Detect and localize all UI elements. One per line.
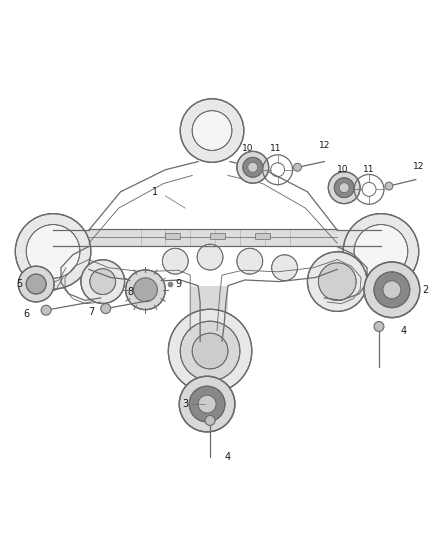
Circle shape xyxy=(307,252,367,311)
Text: 11: 11 xyxy=(363,165,375,174)
Polygon shape xyxy=(89,230,337,246)
Text: 12: 12 xyxy=(318,141,330,150)
Circle shape xyxy=(41,305,51,315)
Circle shape xyxy=(18,266,54,302)
Circle shape xyxy=(328,172,360,204)
Circle shape xyxy=(179,376,235,432)
Polygon shape xyxy=(61,230,89,269)
Text: 12: 12 xyxy=(413,162,424,171)
Circle shape xyxy=(192,333,228,369)
Circle shape xyxy=(385,182,393,190)
Circle shape xyxy=(198,395,216,413)
Circle shape xyxy=(26,274,46,294)
Circle shape xyxy=(318,263,356,301)
Circle shape xyxy=(248,163,258,172)
Circle shape xyxy=(15,214,91,289)
Text: 9: 9 xyxy=(175,279,181,289)
Circle shape xyxy=(293,163,301,171)
Circle shape xyxy=(237,151,268,183)
Circle shape xyxy=(126,270,165,310)
Circle shape xyxy=(197,244,223,270)
Text: 4: 4 xyxy=(401,326,407,336)
Circle shape xyxy=(162,248,188,274)
Text: 10: 10 xyxy=(336,165,348,174)
Circle shape xyxy=(334,178,354,198)
Circle shape xyxy=(374,321,384,332)
Text: 3: 3 xyxy=(182,399,188,409)
Text: 1: 1 xyxy=(152,187,159,197)
Circle shape xyxy=(205,415,215,425)
Circle shape xyxy=(189,386,225,422)
Bar xyxy=(165,232,180,239)
Circle shape xyxy=(180,321,240,381)
Text: 7: 7 xyxy=(88,307,94,317)
Text: 10: 10 xyxy=(242,144,254,153)
Circle shape xyxy=(343,214,419,289)
Circle shape xyxy=(134,278,157,302)
Circle shape xyxy=(90,269,116,295)
Circle shape xyxy=(237,248,263,274)
Text: 2: 2 xyxy=(423,285,429,295)
Polygon shape xyxy=(190,286,228,341)
Circle shape xyxy=(180,99,244,163)
Circle shape xyxy=(272,255,297,281)
Polygon shape xyxy=(337,230,367,269)
Text: 11: 11 xyxy=(270,144,281,153)
Circle shape xyxy=(168,309,252,393)
Circle shape xyxy=(383,281,401,298)
Circle shape xyxy=(101,304,111,313)
Circle shape xyxy=(81,260,124,303)
Text: 8: 8 xyxy=(127,287,134,297)
Circle shape xyxy=(354,224,408,278)
Circle shape xyxy=(374,272,410,308)
Circle shape xyxy=(192,111,232,150)
Text: 5: 5 xyxy=(16,279,22,289)
Circle shape xyxy=(26,224,80,278)
Circle shape xyxy=(339,183,349,192)
Text: 6: 6 xyxy=(23,309,29,319)
Circle shape xyxy=(243,157,263,177)
Circle shape xyxy=(364,262,420,318)
Bar xyxy=(210,232,225,239)
Bar xyxy=(255,232,270,239)
Text: 4: 4 xyxy=(225,452,231,462)
